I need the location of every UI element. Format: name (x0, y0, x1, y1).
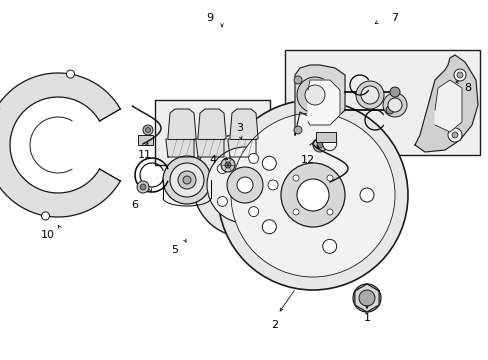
Text: 11: 11 (138, 150, 152, 160)
Circle shape (456, 72, 462, 78)
Polygon shape (196, 109, 225, 157)
Circle shape (237, 177, 252, 193)
Circle shape (326, 209, 332, 215)
Text: 6: 6 (131, 200, 138, 210)
Circle shape (221, 158, 235, 172)
Text: 10: 10 (41, 230, 55, 240)
Circle shape (230, 113, 394, 277)
Text: 3: 3 (236, 123, 243, 133)
Circle shape (66, 70, 74, 78)
Text: 4: 4 (209, 155, 216, 165)
Circle shape (355, 81, 383, 109)
Circle shape (293, 76, 302, 84)
Circle shape (145, 127, 150, 132)
Text: 12: 12 (300, 155, 314, 165)
Circle shape (206, 147, 283, 223)
Bar (285, 50, 479, 155)
Circle shape (224, 162, 230, 168)
Circle shape (248, 207, 258, 217)
Circle shape (163, 156, 210, 204)
Polygon shape (434, 80, 461, 132)
Circle shape (262, 220, 276, 234)
Circle shape (296, 179, 328, 211)
Text: 1: 1 (363, 313, 370, 323)
Circle shape (183, 176, 191, 184)
Circle shape (385, 106, 393, 114)
Circle shape (358, 290, 374, 306)
Circle shape (326, 175, 332, 181)
Circle shape (312, 138, 326, 152)
Text: 7: 7 (390, 13, 398, 23)
Circle shape (316, 142, 323, 148)
Text: 8: 8 (464, 83, 470, 93)
Circle shape (451, 132, 457, 138)
Circle shape (193, 133, 296, 237)
Text: 9: 9 (206, 13, 213, 23)
Circle shape (447, 128, 461, 142)
Circle shape (389, 87, 399, 97)
Circle shape (41, 212, 49, 220)
Text: 2: 2 (271, 320, 278, 330)
Bar (315, 132, 335, 142)
Circle shape (217, 197, 227, 206)
Circle shape (387, 98, 401, 112)
Circle shape (262, 156, 276, 170)
Circle shape (292, 175, 299, 181)
Bar (138, 135, 153, 145)
Polygon shape (227, 109, 258, 157)
Circle shape (352, 284, 380, 312)
Circle shape (281, 163, 345, 227)
Polygon shape (414, 55, 477, 152)
Circle shape (453, 69, 465, 81)
Circle shape (296, 77, 332, 113)
Circle shape (217, 163, 227, 174)
Circle shape (170, 163, 203, 197)
Circle shape (322, 137, 336, 150)
Polygon shape (30, 117, 72, 173)
Circle shape (305, 85, 325, 105)
Circle shape (178, 171, 196, 189)
Circle shape (360, 86, 378, 104)
Circle shape (218, 100, 407, 290)
Polygon shape (165, 109, 196, 157)
Polygon shape (0, 73, 120, 217)
Text: 5: 5 (171, 245, 178, 255)
Circle shape (142, 125, 153, 135)
Circle shape (140, 184, 146, 190)
Circle shape (267, 180, 278, 190)
Circle shape (382, 93, 406, 117)
Bar (155, 100, 269, 165)
Polygon shape (294, 65, 345, 135)
Circle shape (322, 239, 336, 253)
Circle shape (292, 209, 299, 215)
Circle shape (226, 167, 263, 203)
Polygon shape (307, 80, 339, 125)
Circle shape (293, 126, 302, 134)
Circle shape (248, 153, 258, 163)
Circle shape (137, 181, 149, 193)
Circle shape (359, 188, 373, 202)
